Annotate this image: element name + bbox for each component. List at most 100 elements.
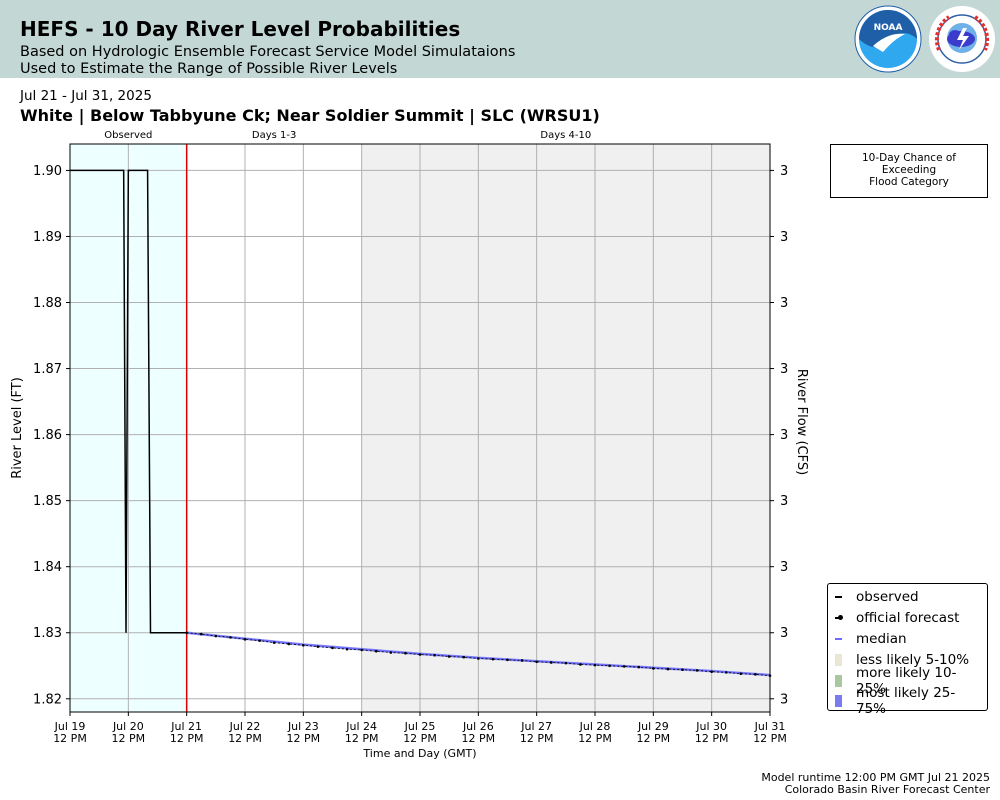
y-tick-label-1: 1.83	[33, 626, 62, 641]
y2-tick-label-7: 3	[780, 230, 788, 245]
legend-label-observed: observed	[856, 589, 919, 606]
page-subtitle-line2: Used to Estimate the Range of Possible R…	[20, 61, 398, 77]
x-tick-time-1: 12 PM	[112, 732, 146, 745]
forecast-point-7	[287, 642, 291, 646]
forecast-point-36	[710, 670, 713, 674]
forecast-point-18	[447, 655, 451, 658]
y2-axis-label: River Flow (CFS)	[794, 369, 809, 475]
forecast-point-13	[374, 649, 378, 653]
x-tick-day-6: Jul 25	[404, 720, 436, 733]
band-most-likely	[186, 631, 770, 677]
y2-tick-label-4: 3	[780, 428, 788, 443]
forecast-point-0	[185, 631, 188, 635]
x-tick-day-0: Jul 19	[54, 720, 86, 733]
forecast-point-38	[739, 672, 743, 675]
forecast-point-27	[579, 663, 582, 666]
legend-item-official-forecast: official forecast	[834, 608, 981, 629]
x-tick-time-10: 12 PM	[637, 732, 671, 745]
y-axis-label: River Level (FT)	[10, 377, 25, 479]
legend-swatch-observed	[834, 590, 850, 604]
x-tick-day-10: Jul 29	[637, 720, 669, 733]
national-weather-service-logo-icon	[929, 6, 995, 72]
x-tick-day-8: Jul 27	[520, 720, 552, 733]
forecast-point-14	[389, 651, 393, 654]
x-tick-time-7: 12 PM	[462, 732, 496, 745]
x-tick-day-12: Jul 31	[754, 720, 786, 733]
forecast-point-5	[258, 639, 261, 642]
forecast-point-11	[345, 647, 349, 651]
flood-box-line1: 10-Day Chance of	[862, 152, 956, 164]
y-tick-label-3: 1.85	[33, 494, 62, 509]
legend-label-more-likely: more likely 10-25%	[856, 664, 957, 697]
x-tick-time-11: 12 PM	[695, 732, 729, 745]
forecast-point-1	[199, 632, 203, 636]
x-tick-time-4: 12 PM	[287, 732, 321, 745]
forecast-point-39	[754, 673, 757, 676]
forecast-point-8	[302, 643, 305, 647]
chart-axes: Observed Days 1-3 Days 4-10 1.82 3 1.83 3 1.84 3…	[10, 130, 809, 760]
legend-label-less-likely: less likely 5-10%	[856, 651, 970, 668]
page-subtitle-line1: Based on Hydrologic Ensemble Forecast Se…	[20, 44, 516, 60]
legend-swatch-most-likely	[834, 694, 850, 708]
legend-swatch-median	[834, 632, 850, 646]
x-tick-day-11: Jul 30	[695, 720, 727, 733]
footer-model-runtime: Model runtime 12:00 PM GMT Jul 21 2025	[761, 771, 990, 784]
forecast-point-19	[462, 655, 466, 659]
forecast-point-9	[316, 645, 320, 648]
forecast-point-10	[331, 646, 334, 650]
x-tick-day-7: Jul 26	[462, 720, 494, 733]
forecast-point-4	[243, 638, 247, 641]
x-tick-time-2: 12 PM	[170, 732, 204, 745]
y-tick-label-0: 1.82	[33, 692, 62, 707]
region-label-0: Observed	[104, 130, 152, 141]
forecast-point-30	[622, 665, 626, 668]
x-tick-time-5: 12 PM	[345, 732, 379, 745]
chart-series	[70, 144, 772, 712]
likelihood-bands	[186, 631, 770, 677]
legend-item-less-likely: less likely 5-10%	[834, 649, 981, 670]
forecast-point-25	[549, 661, 553, 664]
forecast-point-29	[608, 664, 611, 668]
forecast-point-22	[506, 658, 509, 662]
legend-item-most-likely: most likely 25-75%	[834, 685, 981, 717]
series-observed	[70, 169, 187, 634]
page-title: HEFS - 10 Day River Level Probabilities	[20, 17, 461, 41]
x-tick-day-5: Jul 24	[345, 720, 377, 733]
station-title: White | Below Tabbyune Ck; Near Soldier …	[20, 106, 600, 125]
forecast-point-28	[593, 663, 597, 667]
x-tick-time-6: 12 PM	[403, 732, 437, 745]
x-tick-day-4: Jul 23	[287, 720, 319, 733]
y-tick-label-8: 1.90	[33, 164, 62, 179]
forecast-point-15	[404, 651, 407, 655]
legend-item-observed: observed	[834, 587, 981, 608]
region-label-2: Days 4-10	[540, 130, 591, 141]
x-tick-time-12: 12 PM	[753, 732, 787, 745]
x-tick-day-2: Jul 21	[170, 720, 202, 733]
legend-label-most-likely: most likely 25-75%	[856, 685, 956, 718]
header-banner: HEFS - 10 Day River Level Probabilities …	[0, 0, 1000, 78]
legend-swatch-official-forecast	[834, 611, 850, 625]
forecast-point-34	[681, 668, 684, 672]
legend-swatch-more-likely	[834, 674, 850, 688]
forecast-point-37	[724, 671, 728, 674]
flood-category-box: 10-Day Chance of Exceeding Flood Categor…	[830, 144, 988, 198]
x-tick-time-3: 12 PM	[228, 732, 262, 745]
x-tick-day-1: Jul 20	[112, 720, 144, 733]
legend-item-median: median	[834, 629, 981, 650]
svg-text:NOAA: NOAA	[874, 23, 903, 33]
x-tick-time-8: 12 PM	[520, 732, 554, 745]
region-1	[186, 144, 362, 712]
x-axis-label: Time and Day (GMT)	[362, 747, 476, 760]
y-tick-label-4: 1.86	[33, 428, 62, 443]
x-tick-time-0: 12 PM	[53, 732, 87, 745]
forecast-point-24	[535, 660, 538, 664]
legend-label-median: median	[856, 630, 907, 647]
y2-tick-label-6: 3	[780, 296, 788, 311]
forecast-point-26	[564, 661, 568, 665]
y-tick-label-5: 1.87	[33, 362, 62, 377]
chart-legend: observed official forecast median less l…	[827, 583, 988, 717]
y2-tick-label-8: 3	[780, 164, 788, 179]
y-tick-label-7: 1.89	[33, 230, 62, 245]
forecast-point-16	[418, 653, 422, 656]
x-tick-day-3: Jul 22	[229, 720, 261, 733]
